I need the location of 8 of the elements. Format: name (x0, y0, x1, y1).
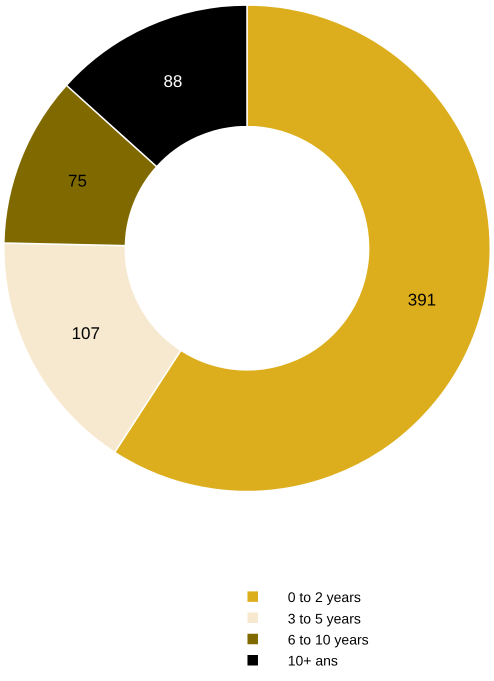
data-label: 75 (68, 171, 87, 190)
legend-label: 3 to 5 years (288, 610, 361, 626)
data-label: 107 (72, 324, 100, 344)
legend-label: 0 to 2 years (288, 589, 361, 606)
data-label: 88 (163, 72, 182, 92)
data-label: 391 (408, 290, 436, 310)
legend-label: 10+ ans (288, 652, 338, 669)
legend-label: 6 to 10 years (288, 631, 369, 648)
